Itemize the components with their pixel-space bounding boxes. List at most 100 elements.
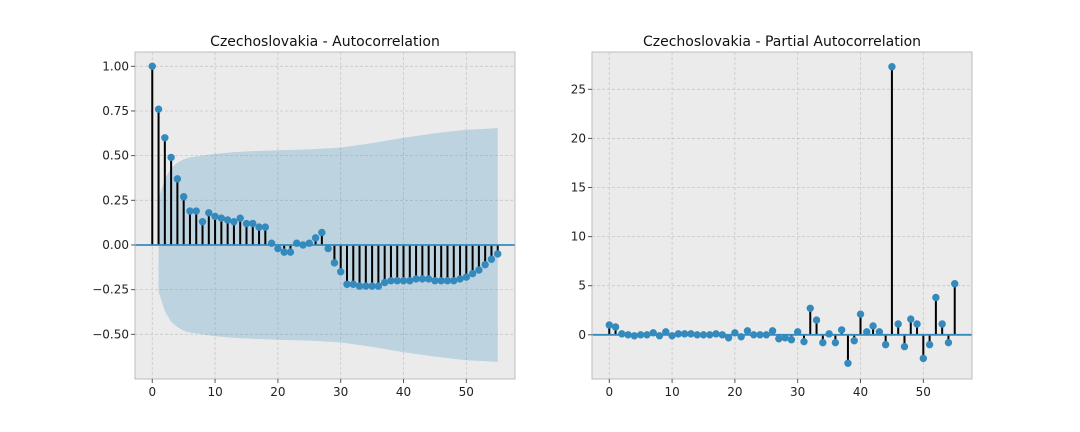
pacf-point — [662, 328, 670, 336]
pacf-point — [919, 354, 928, 363]
acf-point — [261, 223, 270, 231]
acf-point — [412, 275, 420, 283]
acf-point — [399, 277, 408, 285]
pacf-point — [812, 316, 821, 324]
pacf-point — [825, 330, 833, 338]
pacf-point — [863, 328, 871, 336]
pacf-point — [643, 331, 651, 339]
pacf-point — [649, 329, 657, 337]
pacf-point — [687, 330, 695, 338]
pacf-point — [819, 338, 827, 347]
acf-point — [223, 216, 232, 224]
pacf-point — [856, 310, 865, 318]
pacf-y-tick-label: 20 — [571, 131, 586, 145]
pacf-point — [913, 320, 921, 328]
pacf-point — [706, 331, 714, 339]
pacf-point — [611, 323, 620, 331]
pacf-y-tick-label: 5 — [578, 279, 586, 293]
pacf-x-tick-label: 50 — [916, 385, 931, 399]
acf-point — [242, 219, 251, 228]
pacf-point — [775, 335, 783, 343]
acf-point — [387, 277, 395, 285]
acf-point — [230, 218, 238, 226]
acf-point — [380, 278, 389, 287]
acf-point — [406, 277, 414, 285]
acf-point — [154, 105, 163, 113]
acf-point — [211, 212, 219, 221]
pacf-point — [655, 332, 664, 340]
pacf-x-tick-label: 40 — [853, 385, 868, 399]
pacf-point — [938, 320, 946, 328]
pacf-point — [869, 322, 877, 330]
pacf-point — [800, 337, 808, 346]
acf-point — [418, 275, 427, 283]
acf-point — [374, 282, 383, 290]
pacf-point — [750, 331, 758, 339]
pacf-point — [932, 293, 940, 302]
acf-point — [481, 260, 489, 269]
acf-point — [305, 239, 313, 247]
pacf-point — [831, 338, 840, 347]
acf-point — [293, 239, 301, 247]
pacf-point — [844, 359, 852, 367]
pacf-point — [737, 333, 745, 341]
acf-point — [217, 214, 226, 222]
pacf-point — [674, 330, 683, 338]
acf-point — [236, 214, 244, 222]
acf-y-tick-label: 0.00 — [102, 238, 129, 252]
acf-point — [443, 277, 452, 285]
pacf-x-tick-label: 10 — [664, 385, 679, 399]
pacf-point — [787, 336, 796, 344]
acf-x-tick-label: 30 — [333, 385, 348, 399]
pacf-point — [718, 331, 727, 339]
acf-point — [255, 223, 263, 231]
pacf-x-tick-label: 30 — [790, 385, 805, 399]
acf-point — [267, 239, 276, 247]
acf-point — [286, 248, 295, 256]
acf-point — [167, 153, 175, 162]
pacf-plot-area — [592, 52, 972, 379]
acf-point — [280, 248, 288, 256]
acf-point — [475, 266, 483, 274]
pacf-point — [925, 340, 934, 349]
acf-point — [424, 275, 433, 283]
acf-y-tick-label: 0.25 — [102, 193, 129, 207]
pacf-point — [724, 334, 733, 342]
acf-point — [311, 234, 320, 242]
pacf-point — [731, 329, 739, 337]
acf-point — [343, 280, 351, 288]
pacf-point — [668, 332, 676, 340]
acf-x-tick-label: 20 — [270, 385, 285, 399]
acf-point — [355, 282, 364, 290]
partial-autocorrelation-panel: 0 10 20 30 40 50 0 5 10 15 20 25 Czechoslovakia - Pa… — [571, 34, 973, 399]
acf-point — [487, 255, 496, 263]
autocorrelation-panel: 0 10 20 30 40 50 −0.50 −0.25 0.00 0.25 0.50 0.75 1.0… — [92, 34, 516, 399]
acf-point — [431, 277, 439, 285]
pacf-point — [756, 331, 764, 339]
acf-point — [494, 250, 502, 258]
acf-point — [148, 62, 156, 70]
pacf-point — [605, 321, 613, 329]
pacf-point — [624, 331, 632, 339]
acf-title: Czechoslovakia - Autocorrelation — [210, 34, 440, 50]
acf-point — [368, 282, 376, 290]
acf-point — [161, 134, 169, 142]
acf-y-tick-label: 0.50 — [102, 149, 129, 163]
pacf-frame — [591, 51, 973, 380]
pacf-point — [636, 331, 645, 339]
pacf-title: Czechoslovakia - Partial Autocorrelation — [643, 34, 921, 50]
acf-point — [179, 193, 188, 201]
acf-frame — [134, 51, 516, 380]
pacf-point — [806, 304, 814, 312]
pacf-y-tick-label: 15 — [571, 181, 586, 195]
acf-point — [393, 277, 401, 285]
acf-point — [274, 244, 282, 253]
acf-point — [450, 277, 458, 285]
acf-point — [249, 219, 257, 228]
acf-point — [205, 209, 213, 217]
pacf-point — [618, 330, 626, 338]
acf-y-tick-label: 1.00 — [102, 59, 129, 73]
pacf-point — [680, 330, 689, 338]
acf-plot-area — [135, 52, 515, 379]
pacf-point — [907, 315, 915, 323]
